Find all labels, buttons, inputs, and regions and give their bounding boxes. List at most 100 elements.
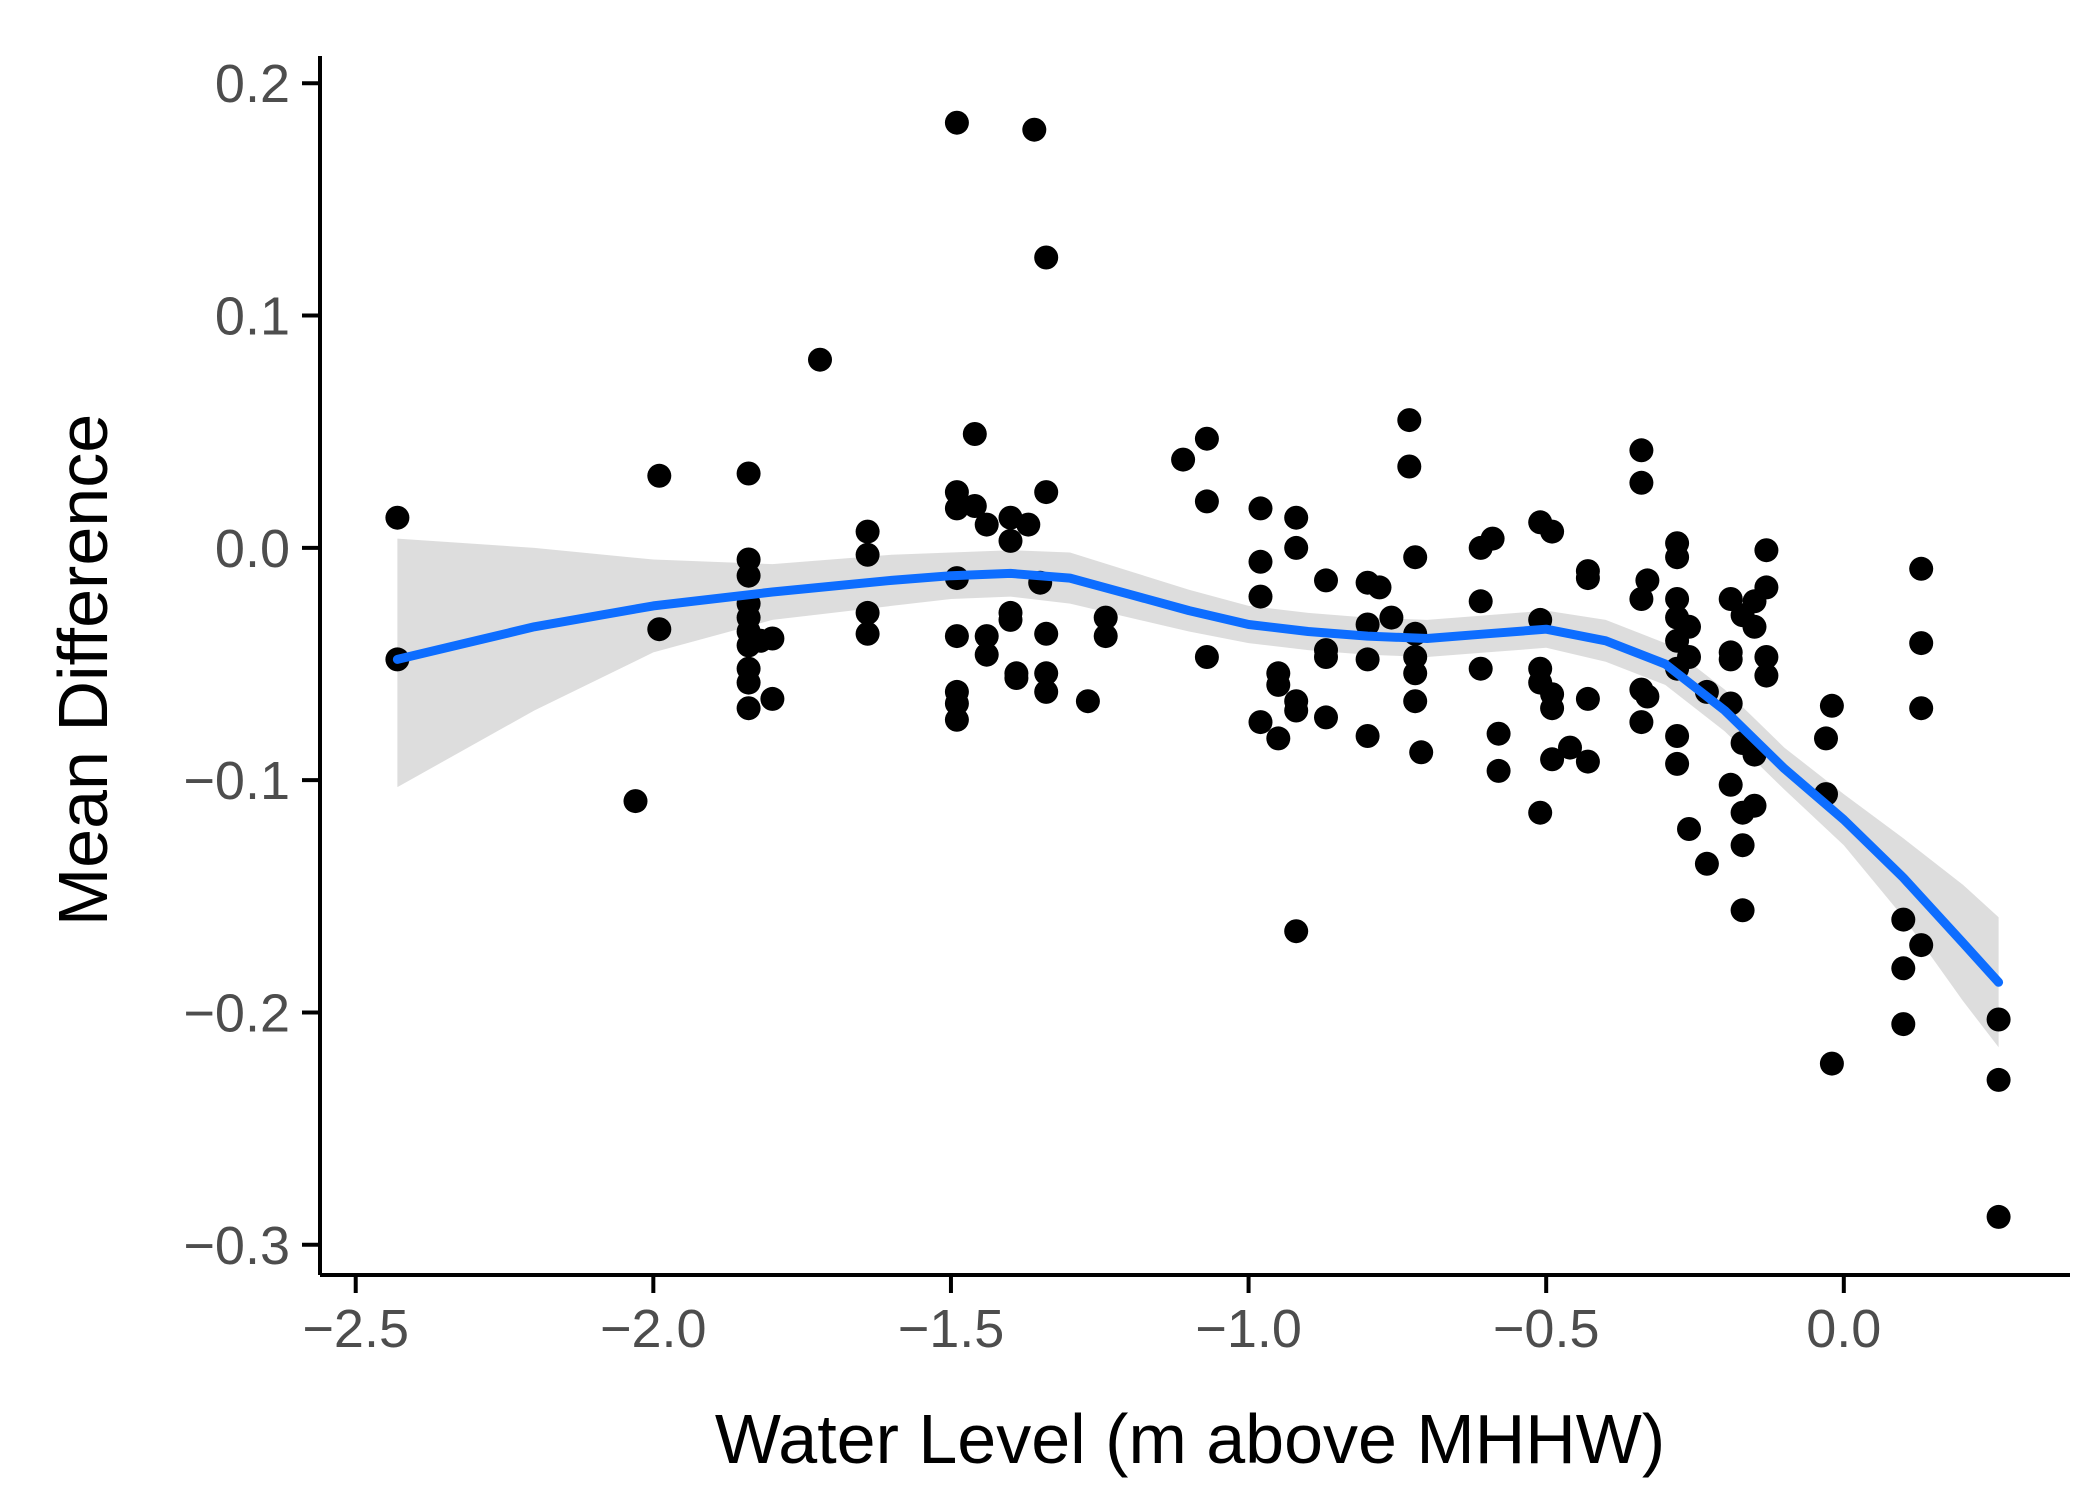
data-point [1284,698,1309,723]
data-point [855,600,880,625]
data-point [1677,817,1701,841]
data-point [1575,686,1600,711]
data-point [1034,621,1059,646]
data-point [1575,566,1600,591]
data-point [1694,851,1719,876]
data-point [1986,1067,2011,1092]
data-point [623,789,648,814]
data-point [736,563,761,588]
data-point [1558,735,1582,760]
smooth-line [392,568,2004,987]
data-point [1468,589,1493,614]
data-point [974,624,999,649]
data-point [1248,549,1273,574]
data-point [1248,710,1273,735]
data-point [1480,526,1505,551]
data-point [974,642,999,667]
data-point [1742,793,1767,818]
x-axis-title: Water Level (m above MHHW) [715,1400,1665,1478]
x-tick-label: 0.0 [1806,1299,1881,1359]
data-point [1034,661,1059,686]
data-point [1819,693,1844,718]
data-point [647,463,672,488]
data-point [1891,956,1916,981]
data-point [944,110,969,135]
data-point [1754,538,1779,563]
data-point [1093,605,1118,630]
data-point [1629,470,1654,495]
data-point [760,686,785,711]
data-point [1909,631,1934,656]
confidence-band [397,538,1999,1048]
y-axis-title: Mean Difference [44,414,122,926]
data-point [736,670,761,695]
y-tick-label: 0.2 [215,54,290,114]
data-point [1629,710,1654,735]
data-point [1730,833,1755,858]
x-tick-label: −0.5 [1493,1299,1600,1359]
data-point [1355,612,1380,637]
data-point [1314,705,1338,730]
data-point [1819,1051,1844,1076]
confidence-band-layer [397,538,1999,1048]
data-point [647,617,672,642]
data-point [1540,696,1565,721]
data-point [1403,545,1428,570]
data-point [855,542,880,567]
data-point [1891,1012,1916,1037]
data-point [1248,496,1273,521]
data-point [1754,645,1779,669]
data-point [1528,800,1553,825]
data-point [1314,568,1338,593]
x-tick-label: −1.5 [898,1299,1005,1359]
data-point [1355,724,1380,748]
data-point [998,528,1023,553]
data-point [1665,751,1690,776]
data-point [1314,645,1338,669]
data-point [1075,689,1100,714]
data-point [1034,480,1059,505]
data-point [1034,679,1059,704]
data-point [1194,645,1219,669]
data-point [1742,614,1767,639]
data-point [1718,647,1743,672]
data-point [1266,672,1291,697]
y-tick-label: −0.3 [183,1216,290,1276]
data-point [1171,447,1196,472]
data-point [1284,535,1309,560]
data-point [1635,684,1660,709]
data-point [1575,749,1600,774]
data-point [1194,489,1219,514]
y-tick-label: 0.0 [215,519,290,579]
axes-layer [302,56,2070,1293]
x-tick-label: −1.0 [1195,1299,1302,1359]
tick-label-layer: −2.5 −2.0 −1.5 −1.0 −0.5 0.0 −0.3 −0.2 −0.1 0.0 0.… [183,54,1881,1359]
data-point [1403,689,1428,714]
data-point [1909,933,1934,958]
data-point [974,512,999,537]
data-point [1677,614,1701,639]
data-point [855,621,880,646]
data-point [962,422,987,446]
data-point [962,494,987,518]
data-point [1093,624,1118,649]
x-tick-label: −2.5 [302,1299,409,1359]
data-point [1022,117,1047,142]
data-point [944,707,969,732]
data-point [1379,605,1404,630]
data-point [1665,724,1690,748]
data-point [1034,245,1059,270]
data-point [1016,512,1041,537]
points-layer [385,110,2011,1229]
data-point [1486,758,1511,783]
data-point [1486,721,1511,746]
data-point [1677,645,1701,669]
data-point [1665,587,1690,611]
data-point [736,461,761,486]
data-point [998,607,1023,632]
data-point [1409,740,1434,765]
y-tick-label: −0.1 [183,751,290,811]
y-tick-label: −0.2 [183,984,290,1044]
smooth-line-layer [392,568,2004,987]
